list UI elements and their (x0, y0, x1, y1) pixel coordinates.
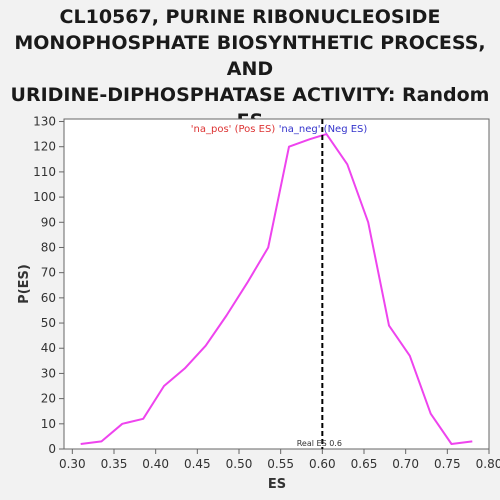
series-layer (80, 133, 473, 445)
es-distribution-line (80, 133, 473, 445)
x-axis-ticks: 0.30 0.35 0.40 0.45 0.50 0.55 0.60 0.65 0.70 0.75… (59, 449, 500, 471)
y-tick-label: 40 (41, 341, 56, 355)
y-tick-label: 30 (41, 366, 56, 380)
y-tick-label: 0 (48, 442, 56, 456)
x-tick-label: 0.75 (434, 457, 461, 471)
x-tick-label: 0.60 (309, 457, 336, 471)
y-tick-label: 80 (41, 240, 56, 254)
legend-item-pos: 'na_pos' (Pos ES) (191, 124, 276, 135)
legend-item-neg: 'na_neg' (Neg ES) (279, 124, 368, 135)
chart-title: CL10567, PURINE RIBONUCLEOSIDE MONOPHOSP… (0, 4, 500, 160)
x-tick-label: 0.50 (226, 457, 253, 471)
y-tick-label: 90 (41, 215, 56, 229)
y-tick-label: 10 (41, 417, 56, 431)
x-axis-title: ES (268, 477, 286, 492)
y-tick-label: 130 (33, 115, 56, 129)
plot-area (63, 118, 490, 450)
title-line-1: CL10567, PURINE RIBONUCLEOSIDE (59, 6, 441, 28)
y-axis-ticks: 0 10 20 30 40 50 60 70 80 90 100 110 120 130 (33, 115, 64, 456)
y-tick-label: 110 (33, 165, 56, 179)
real-es-label: Real ES 0.6 (297, 439, 342, 448)
y-axis-title: P(ES) (17, 264, 32, 304)
x-tick-label: 0.55 (267, 457, 294, 471)
y-tick-label: 50 (41, 316, 56, 330)
x-tick-label: 0.80 (476, 457, 500, 471)
y-tick-label: 120 (33, 140, 56, 154)
x-tick-label: 0.40 (142, 457, 169, 471)
x-tick-label: 0.70 (392, 457, 419, 471)
title-line-2: MONOPHOSPHATE BIOSYNTHETIC PROCESS, AND (14, 32, 486, 80)
y-tick-label: 60 (41, 291, 56, 305)
y-tick-label: 100 (33, 190, 56, 204)
y-tick-label: 20 (41, 392, 56, 406)
x-tick-label: 0.30 (59, 457, 86, 471)
x-tick-label: 0.45 (184, 457, 211, 471)
y-tick-label: 70 (41, 266, 56, 280)
x-tick-label: 0.35 (101, 457, 128, 471)
x-tick-label: 0.65 (351, 457, 378, 471)
